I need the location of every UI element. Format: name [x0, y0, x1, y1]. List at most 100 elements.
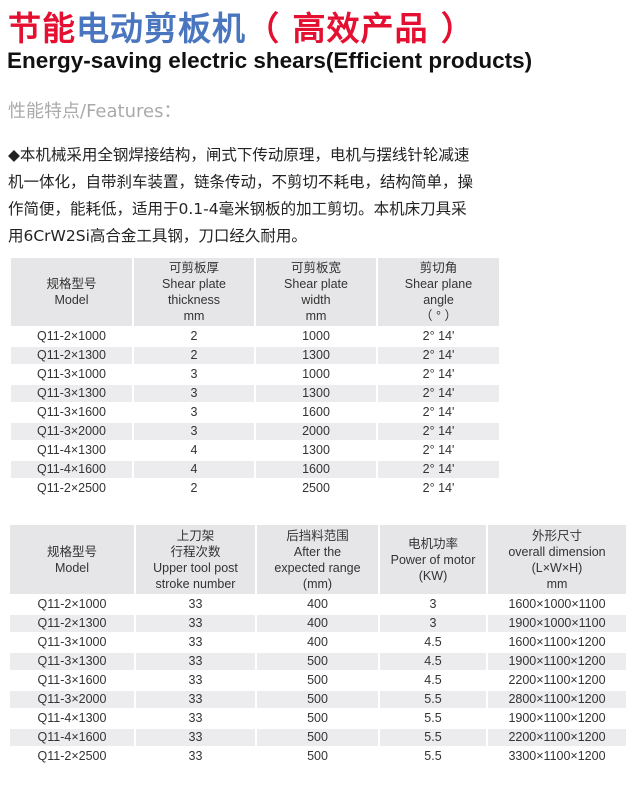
table-cell: Q11-4×1300 [8, 708, 136, 729]
table-cell: 1900×1100×1200 [486, 651, 628, 672]
table-cell: 3 [378, 613, 488, 634]
header-line: mm [183, 309, 205, 323]
table-cell: 33 [134, 613, 257, 634]
table-cell: 2° 14' [376, 421, 501, 442]
header-line: Upper tool post [153, 560, 238, 575]
table-cell: 1600 [254, 402, 378, 423]
table-cell: 1600×1000×1100 [486, 594, 628, 615]
description: ◆本机械采用全钢焊接结构，闸式下传动原理，电机与摆线针轮减速 机一体化，自带刹车… [8, 142, 528, 250]
table-cell: 2° 14' [376, 459, 501, 480]
description-line: ◆本机械采用全钢焊接结构，闸式下传动原理，电机与摆线针轮减速 [8, 146, 470, 164]
table-cell: 3 [132, 383, 256, 404]
table-cell: Q11-4×1600 [8, 727, 136, 748]
table-row: Q11-3×1600 3 1600 2° 14' [9, 402, 501, 423]
column-header: 规格型号 Model [9, 256, 134, 328]
table-row: Q11-2×1300 2 1300 2° 14' [9, 345, 501, 366]
header-line: width [301, 293, 331, 307]
table-cell: 3 [132, 402, 256, 423]
table-cell: 1900×1100×1200 [486, 708, 628, 729]
column-header: 可剪板宽 Shear plate width mm [254, 256, 378, 328]
table-row: Q11-2×2500 2 2500 2° 14' [9, 478, 501, 499]
features-label: 性能特点/Features： [8, 101, 182, 122]
table-cell: 3300×1100×1200 [486, 746, 628, 767]
table-row: Q11-2×1300 33 400 3 1900×1000×1100 [8, 613, 628, 634]
header-line: 规格型号 [46, 544, 97, 559]
column-header: 规格型号 Model [8, 523, 136, 596]
header-line: overall dimension [508, 544, 606, 559]
table-cell: Q11-2×2500 [9, 478, 134, 499]
table-cell: 2200×1100×1200 [486, 727, 628, 748]
table-cell: 500 [255, 746, 380, 767]
header-line: mm [305, 309, 327, 323]
header-line: 可剪板厚 [168, 261, 219, 275]
table-cell: Q11-3×2000 [9, 421, 134, 442]
header-line: 外形尺寸 [531, 528, 582, 543]
table-cell: 33 [134, 708, 257, 729]
table-cell: Q11-2×1300 [8, 613, 136, 634]
table-cell: Q11-2×1300 [9, 345, 134, 366]
header-line: Power of motor [390, 552, 476, 567]
header-line: mm [546, 576, 568, 591]
table-cell: 3 [132, 364, 256, 385]
header-line: Model [54, 560, 90, 575]
header-line: After the [293, 544, 342, 559]
header-line: 行程次数 [170, 544, 221, 559]
header-line: stroke number [155, 576, 236, 591]
table-cell: Q11-3×1000 [9, 364, 134, 385]
column-header: 上刀架 行程次数 Upper tool post stroke number [134, 523, 257, 596]
table-cell: 1000 [254, 364, 378, 385]
table-cell: 4.5 [378, 632, 488, 653]
title-blue: 电动剪板机 [76, 9, 246, 48]
table-cell: 2° 14' [376, 383, 501, 404]
table-cell: 500 [255, 708, 380, 729]
table-cell: 1600 [254, 459, 378, 480]
table-cell: Q11-4×1600 [9, 459, 134, 480]
header-line: (L×W×H) [531, 560, 583, 575]
table-cell: Q11-2×1000 [9, 326, 134, 347]
table-row: Q11-3×1600 33 500 4.5 2200×1100×1200 [8, 670, 628, 691]
table-cell: 2000 [254, 421, 378, 442]
table-cell: 1600×1100×1200 [486, 632, 628, 653]
table-cell: Q11-2×2500 [8, 746, 136, 767]
table-row: Q11-4×1600 4 1600 2° 14' [9, 459, 501, 480]
column-header: 剪切角 Shear plane angle （ ° ） [376, 256, 501, 328]
column-header: 后挡料范围 After the expected range (mm) [255, 523, 380, 596]
table-row: Q11-3×2000 3 2000 2° 14' [9, 421, 501, 442]
title-red: 节能 [8, 9, 76, 48]
spec-table-machine: 规格型号 Model 上刀架 行程次数 Upper tool post stroke nu… [8, 523, 628, 767]
header-line: (KW) [418, 568, 448, 583]
table-cell: 400 [255, 594, 380, 615]
description-line: 作简便，能耗低，适用于0.1-4毫米钢板的加工剪切。本机床刀具采 [8, 200, 467, 218]
table-cell: 2 [132, 345, 256, 366]
table-cell: 2 [132, 478, 256, 499]
table-cell: 2500 [254, 478, 378, 499]
table-cell: Q11-3×1600 [8, 670, 136, 691]
column-header: 外形尺寸 overall dimension (L×W×H) mm [486, 523, 628, 596]
table-cell: 33 [134, 727, 257, 748]
table-cell: 4 [132, 440, 256, 461]
table-cell: 2800×1100×1200 [486, 689, 628, 710]
description-line: 机一体化，自带刹车装置，链条传动，不剪切不耗电，结构简单，操 [8, 173, 474, 191]
table-cell: 2° 14' [376, 364, 501, 385]
table-row: Q11-4×1300 4 1300 2° 14' [9, 440, 501, 461]
description-line: 用6CrW2Si高合金工具钢，刀口经久耐用。 [8, 227, 307, 245]
header-line: （ ° ） [420, 309, 457, 323]
header-line: expected range [274, 560, 361, 575]
table-cell: 5.5 [378, 689, 488, 710]
table-cell: Q11-3×1000 [8, 632, 136, 653]
column-header: 可剪板厚 Shear plate thickness mm [132, 256, 256, 328]
table-cell: 33 [134, 670, 257, 691]
table-cell: 1300 [254, 345, 378, 366]
table-cell: 5.5 [378, 727, 488, 748]
page-title: 节能电动剪板机（ 高效产品 ） [8, 2, 475, 50]
header-line: Shear plate [162, 277, 226, 291]
english-title: Energy-saving electric shears(Efficient … [7, 48, 533, 73]
header-line: 后挡料范围 [286, 528, 349, 543]
title-red-suffix: （ 高效产品 ） [246, 9, 475, 48]
spec-table-cutting: 规格型号 Model 可剪板厚 Shear plate thickness mm 可剪板宽 S… [9, 256, 501, 499]
table-cell: 2° 14' [376, 478, 501, 499]
header-line: 可剪板宽 [290, 261, 341, 275]
table-cell: 2 [132, 326, 256, 347]
table-cell: 33 [134, 632, 257, 653]
table-cell: 33 [134, 651, 257, 672]
